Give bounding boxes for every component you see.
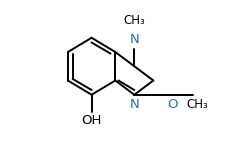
Text: CH₃: CH₃ (187, 98, 209, 111)
Text: OH: OH (82, 114, 102, 127)
Text: N: N (129, 98, 139, 111)
Text: CH₃: CH₃ (123, 14, 145, 27)
Text: N: N (129, 33, 139, 46)
Text: O: O (167, 98, 178, 111)
